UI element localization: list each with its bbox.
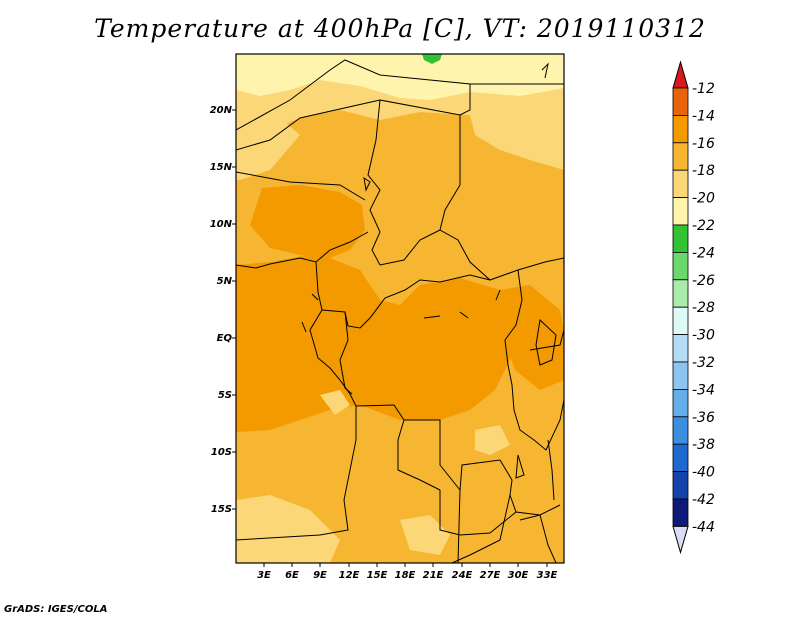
field-light-patch-west (236, 118, 300, 180)
colorbar-box (672, 306, 689, 336)
field-dark-east (500, 285, 564, 390)
field-dark-west (236, 255, 520, 432)
field-light-patch-ne (470, 110, 564, 170)
colorbar-level-label: -24 (692, 245, 715, 261)
colorbar-level-label: -22 (692, 218, 715, 234)
colorbar-level-label: -42 (692, 492, 715, 508)
colorbar-level-label: -20 (692, 191, 715, 207)
map-frame (235, 53, 565, 564)
colorbar: -12 -14 -16 -18 -20 -22 -24 -26 -28 -30 -32 -34 -36 -… (672, 60, 715, 555)
colorbar-box (672, 443, 689, 473)
lon-label-15e: 15E (367, 570, 388, 581)
colorbar-top-arrow (672, 60, 689, 89)
colorbar-level-label: -30 (692, 328, 715, 344)
lat-label-eq: EQ (217, 333, 233, 344)
colorbar-box (672, 388, 689, 418)
lon-label-18e: 18E (395, 570, 416, 581)
lat-axis: 20N 15N 10N 5N EQ 5S 10S 15S (210, 105, 236, 515)
colorbar-box (672, 498, 689, 527)
lat-label-20n: 20N (210, 105, 233, 116)
colorbar-level-label: -16 (692, 136, 715, 152)
lon-label-12e: 12E (339, 570, 360, 581)
lon-label-6e: 6E (285, 570, 299, 581)
colorbar-box (672, 197, 689, 226)
lat-label-15n: 15N (210, 162, 233, 173)
lon-label-27e: 27E (480, 570, 501, 581)
colorbar-level-label: -32 (692, 355, 715, 371)
lon-label-24e: 24E (452, 570, 473, 581)
colorbar-box (672, 416, 689, 445)
lon-axis: 3E 6E 9E 12E 15E 18E 21E 24E 27E 30E 33E (257, 563, 558, 581)
colorbar-box (672, 115, 689, 144)
field-light-patch-s2 (475, 425, 510, 455)
colorbar-level-label: -12 (692, 81, 715, 97)
colorbar-level-label: -44 (692, 519, 715, 535)
colorbar-level-label: -36 (692, 410, 715, 426)
field-dark-north (250, 185, 365, 258)
page-title: Temperature at 400hPa [C], VT: 201911031… (94, 14, 706, 43)
lon-label-21e: 21E (423, 570, 444, 581)
field-light-patch-c (320, 390, 350, 415)
colorbar-box (672, 471, 689, 500)
lat-label-15s: 15S (211, 504, 232, 515)
lon-label-9e: 9E (313, 570, 327, 581)
credit-label: GrADS: IGES/COLA (4, 604, 108, 615)
colorbar-level-label: -38 (692, 437, 715, 453)
colorbar-box (672, 334, 689, 363)
colorbar-box (672, 142, 689, 171)
colorbar-bottom-arrow (672, 525, 689, 555)
lat-label-10s: 10S (211, 447, 232, 458)
colorbar-level-label: -40 (692, 465, 715, 481)
field-green-patch (422, 54, 442, 64)
lat-label-5n: 5N (217, 276, 233, 287)
lat-label-10n: 10N (210, 219, 233, 230)
country-borders (236, 59, 564, 563)
lon-label-30e: 30E (508, 570, 529, 581)
colorbar-box (672, 169, 689, 198)
colorbar-level-label: -14 (692, 108, 715, 124)
colorbar-level-label: -34 (692, 382, 715, 398)
lon-label-33e: 33E (537, 570, 558, 581)
colorbar-level-label: -18 (692, 163, 715, 179)
temperature-field (236, 54, 564, 563)
colorbar-level-label: -28 (692, 300, 715, 316)
colorbar-box (672, 251, 689, 281)
colorbar-level-label: -26 (692, 273, 715, 289)
colorbar-box (672, 361, 689, 390)
field-light-south (236, 495, 340, 563)
colorbar-box (672, 87, 689, 116)
lat-label-5s: 5S (218, 390, 232, 401)
lon-label-3e: 3E (257, 570, 271, 581)
field-light-patch-se (400, 515, 450, 555)
colorbar-box (672, 224, 689, 253)
colorbar-box (672, 279, 689, 308)
